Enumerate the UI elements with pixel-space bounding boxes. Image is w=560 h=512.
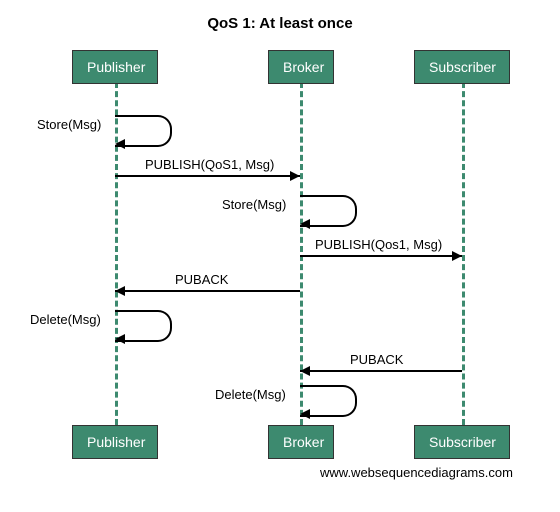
- self-label-7: Delete(Msg): [215, 387, 286, 402]
- sequence-diagram: QoS 1: At least once Publisher Publisher Br…: [0, 0, 560, 512]
- arrow-4: [115, 290, 300, 292]
- arrow-1: [115, 175, 300, 177]
- msg-label-4: PUBACK: [175, 272, 228, 287]
- self-label-0: Store(Msg): [37, 117, 101, 132]
- self-arrowhead-7: [300, 409, 310, 419]
- footer-credit: www.websequencediagrams.com: [320, 465, 513, 480]
- actor-subscriber-top: Subscriber: [414, 50, 510, 84]
- self-arrowhead-2: [300, 219, 310, 229]
- arrow-3: [300, 255, 462, 257]
- arrowhead-1: [290, 171, 300, 181]
- arrowhead-4: [115, 286, 125, 296]
- actor-publisher-bottom: Publisher: [72, 425, 158, 459]
- arrow-6: [300, 370, 462, 372]
- actor-subscriber-bottom: Subscriber: [414, 425, 510, 459]
- lifeline-subscriber: [462, 82, 465, 425]
- msg-label-6: PUBACK: [350, 352, 403, 367]
- diagram-title: QoS 1: At least once: [0, 15, 560, 32]
- self-label-5: Delete(Msg): [30, 312, 101, 327]
- actor-publisher-top: Publisher: [72, 50, 158, 84]
- actor-broker-bottom: Broker: [268, 425, 334, 459]
- actor-broker-top: Broker: [268, 50, 334, 84]
- arrowhead-3: [452, 251, 462, 261]
- arrowhead-6: [300, 366, 310, 376]
- self-label-2: Store(Msg): [222, 197, 286, 212]
- msg-label-1: PUBLISH(QoS1, Msg): [145, 157, 274, 172]
- self-arrowhead-5: [115, 334, 125, 344]
- msg-label-3: PUBLISH(Qos1, Msg): [315, 237, 442, 252]
- self-arrowhead-0: [115, 139, 125, 149]
